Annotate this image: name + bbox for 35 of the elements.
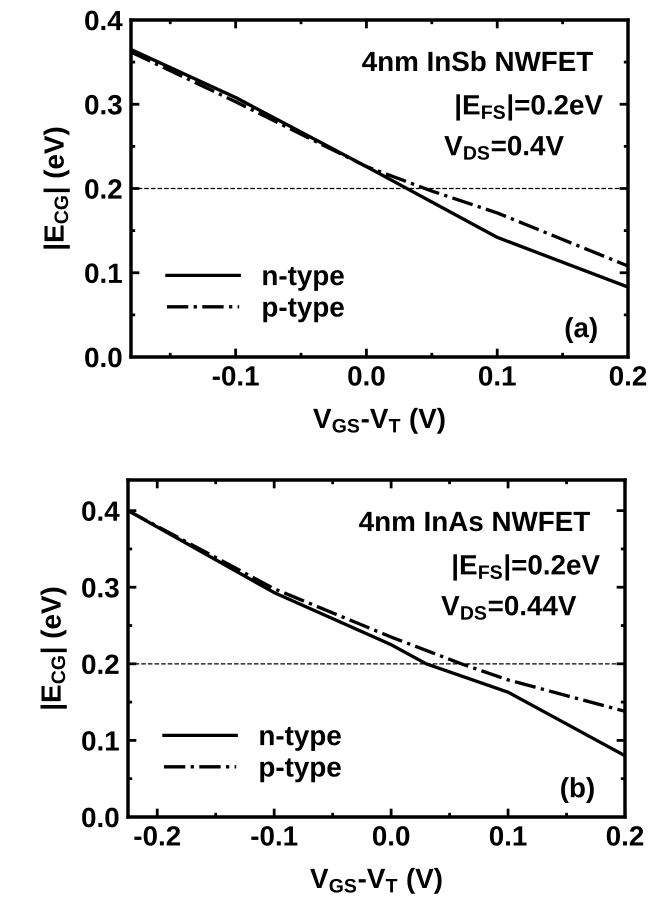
annotation: |E$_{FS}$|=0.2eV — [453, 554, 600, 581]
y-axis-title: |E$_{CG}$| (eV) — [40, 588, 67, 709]
x-tick-label: 0.2 — [606, 826, 644, 846]
y-tick-label: 0.1 — [82, 731, 119, 751]
y-tick-label: 0.0 — [82, 808, 119, 828]
y-tick-label: 0.2 — [85, 179, 122, 199]
y-tick-label: 0.3 — [82, 578, 119, 598]
x-tick-label: -0.1 — [251, 826, 298, 846]
annotation: V$_{DS}$=0.4V — [444, 136, 564, 160]
x-tick-label: 0.0 — [372, 826, 410, 846]
annotation: 4nm InAs NWFET — [359, 512, 590, 532]
x-axis-title: V$_{GS}$-V$_{T}$ (V) — [313, 408, 445, 434]
x-tick-label: 0.2 — [610, 366, 646, 386]
y-tick-label: 0.4 — [82, 501, 120, 521]
legend-label: n-type — [263, 266, 344, 291]
x-tick-label: 0.1 — [490, 826, 527, 846]
annotation: |E$_{FS}$|=0.2eV — [456, 94, 603, 121]
legend-label: n-type — [260, 726, 341, 751]
legend-label: p-type — [263, 298, 344, 322]
y-tick-label: 0.4 — [85, 10, 123, 30]
x-tick-label: 0.1 — [479, 366, 516, 386]
x-tick-label: 0.0 — [348, 366, 385, 386]
y-tick-label: 0.0 — [85, 348, 122, 368]
y-tick-label: 0.1 — [85, 263, 122, 284]
x-axis-title: V$_{GS}$-V$_{T}$ (V) — [310, 868, 442, 894]
annotation: (b) — [561, 777, 594, 803]
y-axis-title: |E$_{CG}$| (eV) — [44, 128, 70, 249]
annotation: (a) — [566, 317, 597, 343]
annotation: 4nm InSb NWFET — [362, 50, 593, 72]
x-tick-label: -0.1 — [212, 366, 259, 386]
y-tick-label: 0.2 — [82, 654, 119, 674]
y-tick-label: 0.3 — [85, 94, 122, 115]
x-tick-label: -0.2 — [134, 826, 180, 846]
annotation: V$_{DS}$=0.44V — [441, 596, 576, 620]
legend-label: p-type — [260, 758, 341, 782]
